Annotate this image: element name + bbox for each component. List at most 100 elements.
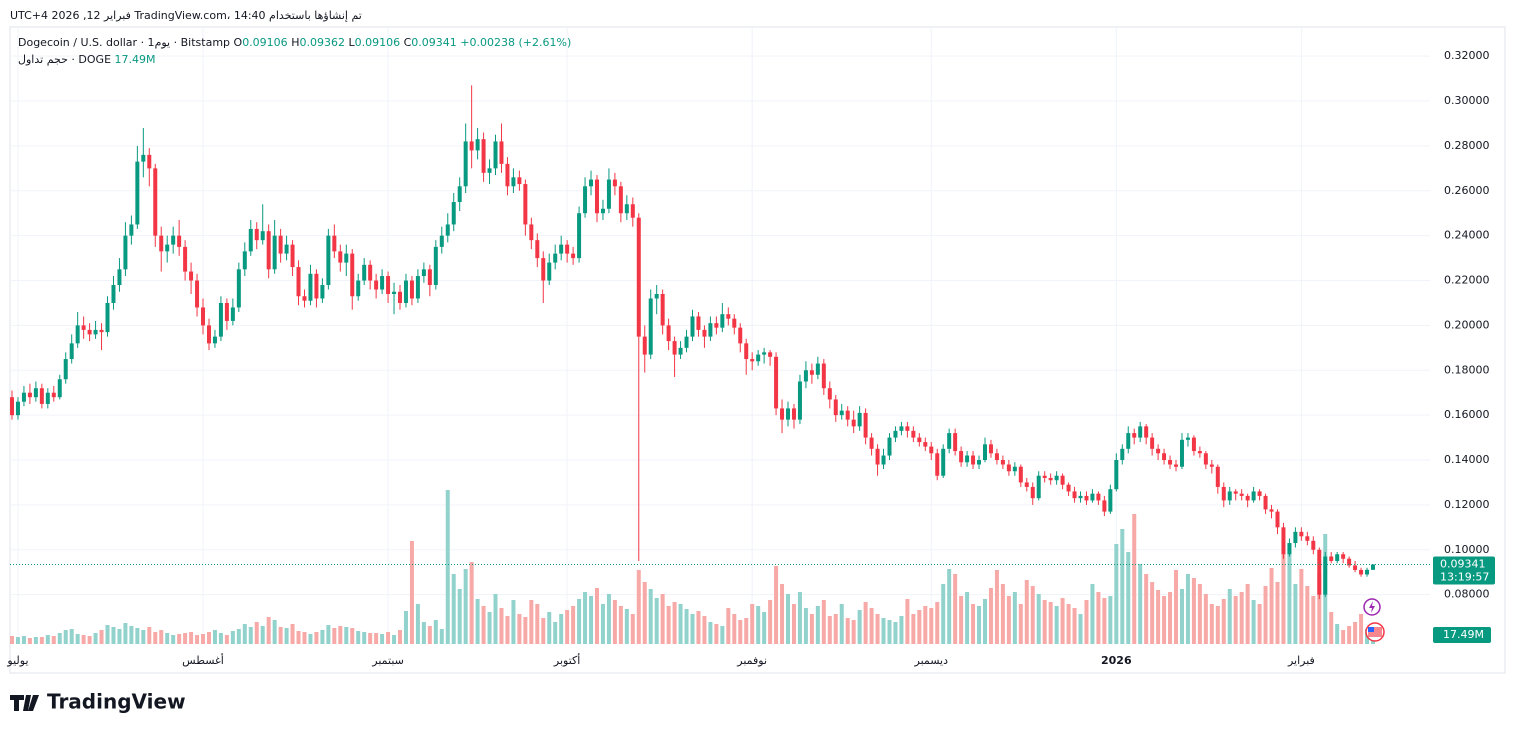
volume-bar [15, 637, 20, 644]
candle-body [403, 280, 408, 303]
candle-body [1090, 493, 1095, 501]
candle-body [368, 264, 373, 281]
candle-body [1120, 448, 1125, 461]
volume-bar [123, 623, 128, 644]
volume-bar [875, 614, 880, 644]
candle-body [135, 161, 140, 225]
volume-bar [565, 610, 570, 644]
candle-body [953, 433, 958, 452]
volume-bar [923, 606, 928, 644]
volume-bar [559, 614, 564, 644]
volume-bar [839, 604, 844, 644]
volume-bar [1108, 596, 1113, 644]
candle-body [529, 224, 534, 241]
volume-bar [284, 628, 289, 644]
volume-bar [1012, 592, 1017, 644]
symbol-title: Dogecoin / U.S. dollar · 1يوم · Bitstamp [18, 36, 231, 49]
volume-bar [929, 608, 934, 644]
volume-bar [678, 604, 683, 644]
volume-bar [141, 630, 146, 644]
candle-body [1114, 460, 1119, 490]
volume-bar [1060, 598, 1065, 644]
candle-body [338, 251, 343, 263]
candle-body [99, 329, 104, 333]
candle-body [57, 379, 62, 398]
volume-bar [1000, 584, 1005, 644]
candle-body [1185, 437, 1190, 440]
candle-body [654, 293, 659, 299]
volume-bar [684, 609, 689, 644]
volume-bar [81, 635, 86, 644]
ohlc-value: 0.09106 [242, 36, 288, 49]
candle-body [809, 370, 814, 375]
candle-body [123, 235, 128, 270]
candle-body [326, 235, 331, 286]
candle-body [875, 448, 880, 465]
volume-bar [589, 596, 594, 644]
candle-body [726, 314, 731, 319]
candle-body [791, 408, 796, 420]
volume-bar [541, 618, 546, 644]
y-tick-label: 0.28000 [1444, 139, 1490, 152]
volume-bar [618, 606, 623, 644]
candle-body [577, 213, 582, 259]
volume-bar [99, 630, 104, 644]
volume-bar [577, 599, 582, 644]
volume-bar [1168, 592, 1173, 644]
candle-body [1078, 495, 1083, 499]
candle-body [451, 202, 456, 225]
volume-bar [344, 627, 349, 644]
volume-bar [69, 629, 74, 644]
volume-bar [744, 618, 749, 644]
candle-body [475, 139, 480, 151]
volume-bar [218, 633, 223, 644]
candle-body [923, 442, 928, 447]
candle-body [105, 302, 110, 333]
candle-body [714, 323, 719, 328]
volume-bar [1048, 602, 1053, 644]
y-tick-label: 0.20000 [1444, 318, 1490, 331]
legend-volume: حجم تداول · DOGE 17.49M [18, 53, 156, 66]
volume-bar [1221, 599, 1226, 644]
volume-bar [427, 626, 432, 644]
y-tick-label: 0.26000 [1444, 184, 1490, 197]
volume-bar [726, 608, 731, 644]
candle-body [75, 325, 80, 344]
volume-bar [1114, 544, 1119, 644]
volume-bar [147, 627, 152, 644]
candle-body [1174, 464, 1179, 467]
candle-body [45, 392, 50, 404]
volume-badge [1433, 627, 1491, 643]
y-tick-label: 0.14000 [1444, 453, 1490, 466]
volume-bar [409, 541, 414, 644]
candle-body [648, 298, 653, 355]
candle-body [1233, 491, 1238, 494]
volume-bar [1281, 554, 1286, 644]
candle-body [821, 363, 826, 389]
volume-bar [93, 633, 98, 644]
volume-bar [1066, 604, 1071, 644]
candle-body [511, 177, 516, 187]
volume-bar [356, 631, 361, 644]
volume-bar [135, 628, 140, 644]
y-tick-label: 0.08000 [1444, 588, 1490, 601]
candle-body [1042, 475, 1047, 478]
candle-body [344, 253, 349, 263]
volume-bar [201, 634, 206, 644]
candle-body [535, 240, 540, 259]
created-note: تم إنشاؤها باستخدام TradingView.com، 14:… [10, 9, 362, 22]
candle-body [559, 244, 564, 254]
candle-body [1150, 437, 1155, 449]
volume-bar [780, 584, 785, 644]
volume-bar [654, 598, 659, 644]
candle-body [1048, 477, 1053, 481]
volume-bar [1096, 592, 1101, 644]
candle-body [481, 139, 486, 173]
volume-bar [254, 622, 259, 644]
candle-body [1263, 495, 1268, 510]
candle-body [21, 392, 26, 402]
volume-bar [1269, 568, 1274, 644]
volume-bar [1084, 600, 1089, 644]
volume-bar [1329, 612, 1334, 644]
candle-body [1006, 464, 1011, 472]
